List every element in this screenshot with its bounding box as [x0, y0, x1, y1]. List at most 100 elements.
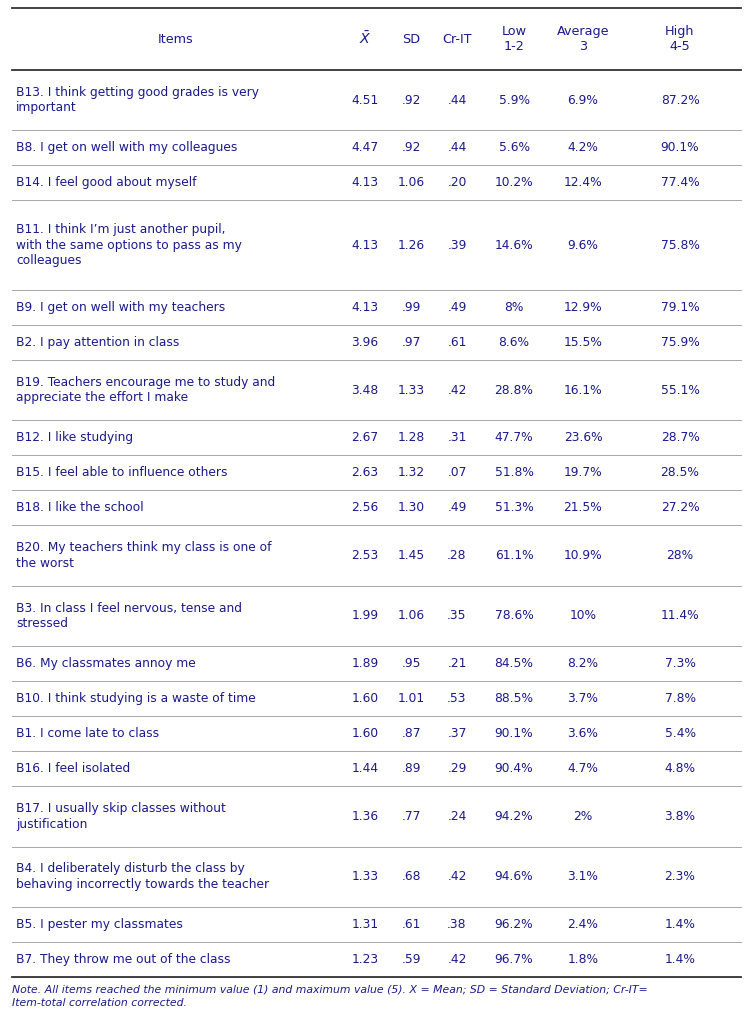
Text: 88.5%: 88.5% [495, 692, 533, 705]
Text: 1.28: 1.28 [398, 431, 425, 445]
Text: B11. I think I’m just another pupil,
with the same options to pass as my
colleag: B11. I think I’m just another pupil, wit… [16, 223, 242, 267]
Text: B10. I think studying is a waste of time: B10. I think studying is a waste of time [16, 692, 256, 705]
Text: 3.8%: 3.8% [664, 810, 696, 823]
Text: 27.2%: 27.2% [660, 502, 700, 514]
Text: 1.06: 1.06 [398, 176, 425, 190]
Text: .24: .24 [447, 810, 467, 823]
Text: .61: .61 [447, 335, 467, 349]
Text: 19.7%: 19.7% [564, 466, 602, 479]
Text: .53: .53 [447, 692, 467, 705]
Text: 90.1%: 90.1% [495, 728, 533, 740]
Text: 23.6%: 23.6% [564, 431, 602, 445]
Text: 94.2%: 94.2% [495, 810, 533, 823]
Text: .97: .97 [401, 335, 421, 349]
Text: .42: .42 [447, 953, 467, 966]
Text: B14. I feel good about myself: B14. I feel good about myself [16, 176, 197, 190]
Text: B17. I usually skip classes without
justification: B17. I usually skip classes without just… [16, 802, 226, 831]
Text: 12.4%: 12.4% [564, 176, 602, 190]
Text: .49: .49 [447, 502, 467, 514]
Text: 4.7%: 4.7% [568, 763, 599, 775]
Text: 28.5%: 28.5% [660, 466, 700, 479]
Text: .89: .89 [401, 763, 421, 775]
Text: 2.63: 2.63 [352, 466, 379, 479]
Text: 2%: 2% [573, 810, 593, 823]
Text: 5.9%: 5.9% [498, 94, 529, 106]
Text: 5.6%: 5.6% [498, 141, 529, 155]
Text: .99: .99 [401, 301, 421, 314]
Text: .68: .68 [401, 870, 421, 883]
Text: 1.33: 1.33 [398, 384, 425, 396]
Text: 47.7%: 47.7% [495, 431, 533, 445]
Text: 51.8%: 51.8% [495, 466, 533, 479]
Text: 9.6%: 9.6% [568, 238, 599, 252]
Text: .49: .49 [447, 301, 467, 314]
Text: .95: .95 [401, 657, 421, 670]
Text: 10%: 10% [569, 609, 596, 622]
Text: B13. I think getting good grades is very
important: B13. I think getting good grades is very… [16, 86, 259, 115]
Text: B2. I pay attention in class: B2. I pay attention in class [16, 335, 179, 349]
Text: 77.4%: 77.4% [660, 176, 700, 190]
Text: 79.1%: 79.1% [660, 301, 700, 314]
Text: Items: Items [158, 32, 194, 45]
Text: .07: .07 [447, 466, 467, 479]
Text: 1.99: 1.99 [352, 609, 379, 622]
Text: 8%: 8% [505, 301, 523, 314]
Text: 75.9%: 75.9% [660, 335, 700, 349]
Text: 1.4%: 1.4% [665, 917, 696, 931]
Text: B9. I get on well with my teachers: B9. I get on well with my teachers [16, 301, 225, 314]
Text: 55.1%: 55.1% [660, 384, 700, 396]
Text: 12.9%: 12.9% [564, 301, 602, 314]
Text: 1.36: 1.36 [352, 810, 379, 823]
Text: $\bar{X}$: $\bar{X}$ [358, 31, 371, 47]
Text: 2.3%: 2.3% [665, 870, 696, 883]
Text: 8.6%: 8.6% [498, 335, 529, 349]
Text: 1.89: 1.89 [352, 657, 379, 670]
Text: 4.51: 4.51 [352, 94, 379, 106]
Text: 51.3%: 51.3% [495, 502, 533, 514]
Text: .29: .29 [447, 763, 467, 775]
Text: 75.8%: 75.8% [660, 238, 700, 252]
Text: 3.96: 3.96 [352, 335, 379, 349]
Text: .61: .61 [401, 917, 421, 931]
Text: 7.3%: 7.3% [665, 657, 696, 670]
Text: 16.1%: 16.1% [564, 384, 602, 396]
Text: 4.13: 4.13 [352, 301, 379, 314]
Text: Note. All items reached the minimum value (1) and maximum value (5). X = Mean; S: Note. All items reached the minimum valu… [12, 985, 648, 1008]
Text: 96.7%: 96.7% [495, 953, 533, 966]
Text: .42: .42 [447, 384, 467, 396]
Text: 5.4%: 5.4% [664, 728, 696, 740]
Text: 1.06: 1.06 [398, 609, 425, 622]
Text: 8.2%: 8.2% [568, 657, 599, 670]
Text: 87.2%: 87.2% [660, 94, 700, 106]
Text: B6. My classmates annoy me: B6. My classmates annoy me [16, 657, 196, 670]
Text: B5. I pester my classmates: B5. I pester my classmates [16, 917, 183, 931]
Text: B20. My teachers think my class is one of
the worst: B20. My teachers think my class is one o… [16, 542, 272, 570]
Text: 1.60: 1.60 [352, 728, 379, 740]
Text: .38: .38 [447, 917, 467, 931]
Text: 3.1%: 3.1% [568, 870, 599, 883]
Text: .31: .31 [447, 431, 467, 445]
Text: .39: .39 [447, 238, 467, 252]
Text: 3.6%: 3.6% [568, 728, 599, 740]
Text: B3. In class I feel nervous, tense and
stressed: B3. In class I feel nervous, tense and s… [16, 602, 242, 631]
Text: .92: .92 [401, 94, 421, 106]
Text: 1.31: 1.31 [352, 917, 379, 931]
Text: 28.7%: 28.7% [660, 431, 700, 445]
Text: B19. Teachers encourage me to study and
appreciate the effort I make: B19. Teachers encourage me to study and … [16, 376, 276, 405]
Text: 1.44: 1.44 [352, 763, 379, 775]
Text: 7.8%: 7.8% [664, 692, 696, 705]
Text: B16. I feel isolated: B16. I feel isolated [16, 763, 130, 775]
Text: .44: .44 [447, 141, 467, 155]
Text: Average
3: Average 3 [556, 25, 609, 53]
Text: 2.4%: 2.4% [568, 917, 599, 931]
Text: B7. They throw me out of the class: B7. They throw me out of the class [16, 953, 230, 966]
Text: B12. I like studying: B12. I like studying [16, 431, 133, 445]
Text: Cr-IT: Cr-IT [442, 32, 472, 45]
Text: 28.8%: 28.8% [495, 384, 533, 396]
Text: Low
1-2: Low 1-2 [501, 25, 526, 53]
Text: B1. I come late to class: B1. I come late to class [16, 728, 159, 740]
Text: 1.23: 1.23 [352, 953, 379, 966]
Text: .20: .20 [447, 176, 467, 190]
Text: 1.26: 1.26 [398, 238, 425, 252]
Text: 96.2%: 96.2% [495, 917, 533, 931]
